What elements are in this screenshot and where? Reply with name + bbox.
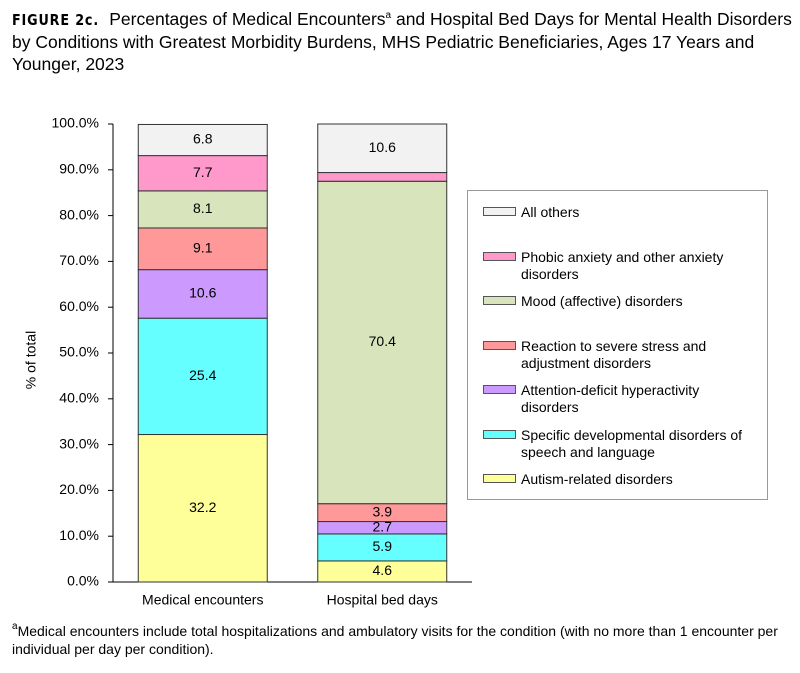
legend-label: Mood (affective) disorders [521, 293, 683, 309]
note-mark: a [385, 10, 392, 21]
legend-entry: All others [483, 204, 753, 221]
data-label: 6.8 [193, 131, 213, 147]
title-text: Percentages of Medical Encounters [109, 9, 386, 29]
note-mark: a [12, 621, 18, 632]
y-tick-label: 60.0% [59, 298, 99, 314]
legend-swatch [483, 251, 516, 261]
bar-segment [137, 269, 268, 319]
data-label: 3.9 [373, 503, 393, 519]
legend-label: Attention-deficit hyperactivity disorder… [521, 382, 700, 415]
title: FIGURE 2c. Percentages of Medical Encoun… [12, 8, 792, 75]
data-label: 10.6 [369, 139, 396, 155]
legend-entry: Reaction to severe stress and adjustment… [483, 338, 753, 372]
bar-segment [317, 533, 448, 562]
data-label: 70.4 [369, 333, 396, 349]
legend-entry: Specific developmental disorders of spee… [483, 427, 753, 461]
footnote-text: Medical encounters include total hospita… [12, 623, 778, 657]
x-tick-label: Hospital bed days [327, 592, 438, 608]
y-tick-label: 40.0% [59, 390, 99, 406]
data-label: 2.7 [373, 518, 393, 534]
y-tick-label: 50.0% [59, 344, 99, 360]
legend-label: All others [521, 204, 580, 220]
bar-segment [137, 227, 268, 271]
legend-swatch [483, 296, 516, 305]
legend-entry: Phobic anxiety and other anxiety disorde… [483, 249, 753, 283]
y-tick-label: 0.0% [67, 573, 99, 589]
y-tick-label: 20.0% [59, 481, 99, 497]
data-label: 8.1 [193, 200, 213, 216]
y-tick-label: 90.0% [59, 161, 99, 177]
legend-swatch [483, 429, 516, 439]
y-tick-label: 100.0% [52, 115, 99, 131]
bar-segment [137, 317, 268, 436]
bar-segment [317, 172, 448, 182]
y-tick-label: 10.0% [59, 527, 99, 543]
legend-entry: Autism-related disorders [483, 471, 753, 488]
y-tick-label: 30.0% [59, 435, 99, 451]
legend-swatch [483, 474, 516, 483]
footnote: aMedical encounters include total hospit… [12, 622, 792, 658]
bar-segment [317, 123, 448, 174]
legend-swatch [483, 385, 516, 394]
figure-label: FIGURE 2c. [12, 11, 100, 29]
y-tick-label: 70.0% [59, 252, 99, 268]
bar-segment [137, 434, 268, 583]
data-label: 10.6 [189, 285, 216, 301]
data-label: 7.7 [193, 164, 213, 180]
bar-segment [137, 123, 268, 157]
bar-segment [137, 155, 268, 192]
x-tick-label: Medical encounters [142, 592, 263, 608]
y-axis-label: % of total [23, 331, 39, 389]
legend-entry: Mood (affective) disorders [483, 293, 753, 310]
bar-segment [317, 180, 448, 505]
data-label: 4.6 [373, 562, 393, 578]
data-label: 9.1 [193, 240, 213, 256]
legend-swatch [483, 340, 516, 350]
legend: Autism-related disorders Specific develop… [467, 190, 768, 500]
y-tick-label: 80.0% [59, 206, 99, 222]
data-label: 25.4 [189, 367, 216, 383]
legend-label: Specific developmental disorders of spee… [521, 426, 743, 460]
legend-swatch [483, 207, 516, 216]
legend-label: Phobic anxiety and other anxiety disorde… [521, 248, 724, 282]
data-label: 32.2 [189, 499, 216, 515]
legend-entry: Attention-deficit hyperactivity disorder… [483, 382, 753, 416]
legend-label: Autism-related disorders [521, 471, 673, 487]
data-label: 5.9 [373, 538, 393, 554]
title-text: and Hospital Bed Days for Mental Health … [12, 9, 792, 74]
legend-label: Reaction to severe stress and adjustment… [521, 337, 707, 371]
